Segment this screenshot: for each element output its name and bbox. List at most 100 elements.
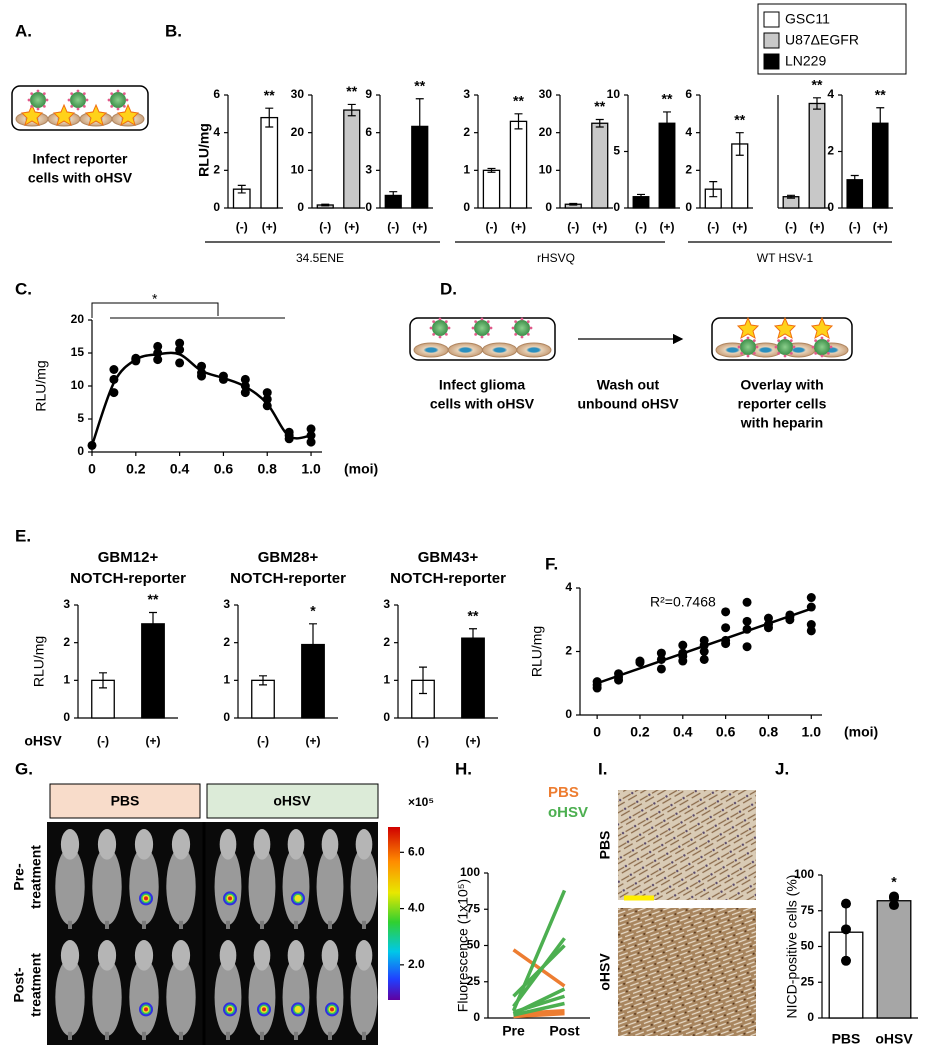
signal — [144, 1007, 148, 1012]
data-point — [678, 656, 688, 666]
virus-spike — [82, 92, 86, 96]
virus-spike — [740, 339, 744, 343]
virus-spike — [480, 335, 484, 339]
data-point — [656, 654, 666, 664]
virus-spike — [444, 320, 448, 324]
data-point — [175, 338, 185, 348]
data-point — [306, 424, 316, 434]
y-tick-label: 3 — [463, 87, 470, 101]
mouse-body — [282, 958, 310, 1036]
y-tick-label: 10 — [71, 378, 85, 392]
signal — [144, 896, 148, 901]
data-point — [889, 900, 899, 911]
virus-spike — [85, 98, 89, 102]
y-tick-label: 75 — [801, 903, 815, 917]
y-tick-label: 20 — [539, 125, 553, 139]
significance: ** — [264, 87, 275, 103]
significance: ** — [662, 91, 673, 107]
row-label: oHSV — [24, 733, 62, 749]
data-point — [742, 624, 752, 634]
virus-spike — [438, 335, 442, 339]
data-point — [699, 654, 709, 664]
mouse-body — [214, 958, 242, 1036]
mouse-body — [129, 847, 159, 925]
virus-spike — [42, 104, 46, 108]
error-bar — [259, 675, 267, 686]
mouse-head — [134, 829, 154, 860]
bar — [658, 122, 676, 209]
y-tick-label: 2 — [463, 125, 470, 139]
virus-spike — [526, 320, 530, 324]
data-point — [175, 345, 185, 355]
y-tick-label: 20 — [291, 125, 305, 139]
y-tick-label: 0 — [213, 200, 220, 214]
y-tick-label: 6 — [213, 87, 220, 101]
y-tick-label: 1 — [463, 163, 470, 177]
virus — [814, 339, 830, 355]
virus-spike — [474, 320, 478, 324]
bar — [876, 900, 912, 1019]
error-bar — [309, 623, 317, 666]
annotation: R²=0.7468 — [650, 594, 716, 610]
caption: cells with oHSV — [28, 170, 133, 186]
virus-spike — [27, 98, 31, 102]
x-tick-label: (-) — [707, 220, 719, 234]
y-tick-label: 0 — [827, 200, 834, 214]
step-text: Wash out — [597, 377, 660, 393]
error-bar — [595, 118, 604, 128]
legend-swatch — [763, 53, 780, 70]
y-tick-label: 0 — [545, 200, 552, 214]
y-tick-label: 1 — [223, 673, 230, 687]
virus — [514, 320, 530, 336]
data-point — [592, 683, 602, 693]
x-axis-unit: (moi) — [344, 461, 378, 477]
mouse-head — [253, 829, 271, 860]
data-point — [635, 658, 645, 668]
y-tick-label: 0 — [685, 200, 692, 214]
virus-spike — [829, 345, 833, 349]
error-bar — [415, 98, 424, 155]
y-tick-label: 50 — [467, 938, 481, 952]
bracket — [91, 302, 285, 319]
panel-label: H. — [455, 759, 472, 778]
error-bar — [735, 132, 744, 156]
bar — [343, 109, 361, 209]
data-point — [763, 623, 773, 633]
virus-spike — [471, 326, 475, 330]
row-label: treatment — [28, 953, 44, 1017]
virus-spike — [110, 104, 114, 108]
y-tick-label: 2 — [213, 163, 220, 177]
y-tick-label: 5 — [77, 411, 84, 425]
group-header — [206, 783, 379, 819]
mouse-tail — [68, 1031, 72, 1040]
colorbar-unit: ×10⁵ — [408, 795, 434, 809]
mouse-head — [253, 940, 271, 971]
data-point — [841, 898, 851, 909]
virus-spike — [820, 336, 824, 340]
virus-spike — [740, 351, 744, 355]
error-bar — [99, 672, 107, 689]
cell — [516, 342, 552, 358]
y-axis-label: NICD-positive cells (%) — [784, 875, 800, 1019]
y-tick-label: 2 — [565, 644, 572, 658]
mouse-tail — [142, 1031, 146, 1040]
mouse-head — [321, 829, 339, 860]
virus-spike — [70, 92, 74, 96]
star — [736, 316, 760, 340]
bar — [482, 169, 501, 209]
virus-spike — [820, 354, 824, 358]
y-tick-label: 4 — [213, 125, 220, 139]
panel-label: D. — [440, 279, 457, 298]
y-tick-label: 75 — [467, 901, 481, 915]
mouse-head — [171, 829, 191, 860]
x-tick-label: (-) — [257, 734, 269, 748]
data-point — [841, 924, 851, 935]
y-tick-label: 5 — [613, 144, 620, 158]
y-tick-label: 0 — [365, 200, 372, 214]
virus-spike — [814, 351, 818, 355]
bar — [141, 623, 165, 719]
panel-label: J. — [775, 759, 789, 778]
y-tick-label: 6 — [685, 87, 692, 101]
mouse-head — [97, 940, 117, 971]
data-point — [175, 358, 185, 368]
